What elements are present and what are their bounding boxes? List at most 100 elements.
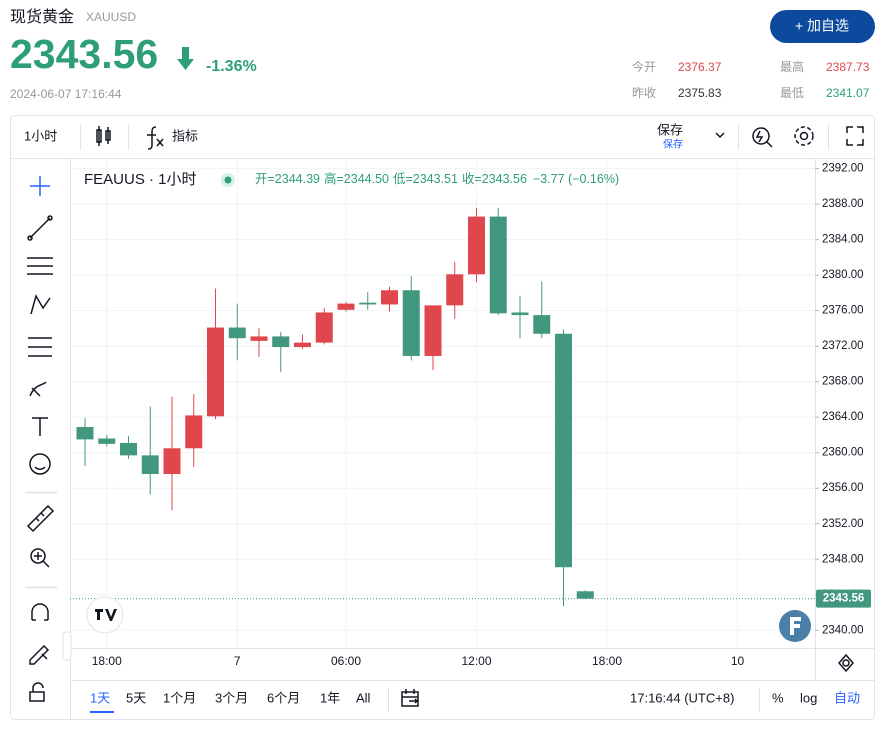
- y-tick-label: 2352.00: [822, 518, 864, 530]
- settings-icon[interactable]: [794, 126, 814, 146]
- title: 现货黄金: [10, 8, 74, 26]
- range-button[interactable]: 1年: [320, 690, 340, 705]
- legend-item: 高=2344.50: [324, 171, 389, 186]
- candle-body: [337, 303, 355, 310]
- range-button[interactable]: 1天: [90, 690, 110, 705]
- x-tick-label: 10: [731, 654, 745, 668]
- percent-toggle[interactable]: %: [772, 690, 784, 705]
- candle-body: [489, 216, 507, 314]
- y-tick-label: 2388.00: [822, 198, 864, 210]
- y-tick-label: 2364.00: [822, 411, 864, 423]
- save[interactable]: 保存: [657, 122, 683, 137]
- collapse-toolbar[interactable]: [62, 631, 72, 661]
- stat-label: 昨收: [632, 86, 656, 100]
- save-menu[interactable]: [715, 132, 725, 139]
- stat-label: 最低: [780, 86, 804, 100]
- candle-body: [576, 591, 594, 599]
- candle-body: [163, 448, 181, 475]
- candle-body: [185, 415, 203, 449]
- save-sub[interactable]: 保存: [663, 138, 683, 151]
- drawing-tools[interactable]: [25, 176, 57, 702]
- range-button[interactable]: 1个月: [163, 690, 196, 705]
- candle-body: [359, 302, 377, 305]
- x-tick-label: 7: [234, 654, 241, 668]
- symbol: XAUUSD: [86, 10, 136, 24]
- y-tick-label: 2372.00: [822, 340, 864, 352]
- indicators[interactable]: 指标: [172, 128, 198, 143]
- candle-body: [468, 216, 485, 275]
- stat-label: 最高: [780, 59, 804, 74]
- log-toggle[interactable]: log: [800, 690, 817, 705]
- candle-body: [76, 426, 94, 440]
- down-arrow: [177, 47, 194, 70]
- candle-body: [446, 274, 464, 306]
- y-tick-label: 2380.00: [822, 269, 864, 281]
- legend-change: −3.77 (−0.16%): [533, 172, 619, 186]
- plot: [70, 158, 819, 648]
- last-price-tag: [816, 589, 871, 608]
- range-button[interactable]: 5天: [126, 690, 146, 705]
- candle-body: [120, 442, 137, 456]
- datetime: 2024-06-07 17:16:44: [10, 87, 122, 101]
- bottom-bar: 1天 5天 1个月 3个月 6个月 1年 All: [90, 690, 371, 713]
- f-mark: [790, 617, 801, 635]
- candle-body: [402, 290, 420, 356]
- series-title: FEAUUS · 1小时: [84, 171, 197, 188]
- legend-item: 收=2343.56: [462, 172, 527, 186]
- legend-item: 低=2343.51: [393, 172, 458, 186]
- alert-icon[interactable]: [752, 127, 773, 148]
- tv-logo[interactable]: [86, 596, 124, 634]
- y-tick-label: 2376.00: [822, 305, 864, 317]
- y-tick-label: 2340.00: [822, 624, 864, 636]
- status-dot: [224, 176, 232, 184]
- x-tick-label: 06:00: [331, 654, 361, 668]
- stat-value: 2387.73: [826, 60, 870, 74]
- x-tick-label: 12:00: [461, 654, 491, 668]
- candle-body: [511, 312, 529, 316]
- candle-body: [315, 312, 333, 343]
- stat-value: 2375.83: [678, 86, 722, 100]
- range-button[interactable]: 6个月: [267, 690, 300, 705]
- date-range-icon[interactable]: [401, 689, 419, 707]
- fx-icon[interactable]: [147, 126, 164, 150]
- last-price-label: 2343.56: [823, 593, 865, 605]
- candle-type-icon[interactable]: [96, 126, 111, 146]
- candle-body: [228, 327, 246, 339]
- y-tick-label: 2384.00: [822, 234, 864, 246]
- y-tick-label: 2356.00: [822, 482, 864, 494]
- candle-body: [272, 336, 290, 348]
- x-tick-label: 18:00: [92, 654, 122, 668]
- stat-label: 今开: [632, 59, 656, 74]
- fullscreen-icon[interactable]: [846, 126, 864, 146]
- interval[interactable]: 1小时: [24, 128, 57, 143]
- range-button[interactable]: 3个月: [215, 690, 248, 705]
- y-tick-label: 2348.00: [822, 553, 864, 565]
- candle-body: [98, 438, 116, 444]
- change: -1.36%: [206, 58, 257, 75]
- candle-body: [250, 336, 268, 341]
- y-tick-label: 2392.00: [822, 163, 864, 175]
- reset-icon[interactable]: [838, 653, 854, 673]
- stat-value: 2341.07: [826, 86, 870, 100]
- candle-body: [555, 333, 572, 568]
- auto-toggle[interactable]: 自动: [834, 690, 860, 705]
- price: 2343.56: [10, 31, 158, 77]
- candle-body: [381, 290, 398, 305]
- y-tick-label: 2360.00: [822, 447, 864, 459]
- ohlc-legend: 开=2344.39 高=2344.50 低=2343.51 收=2343.56 −3.7…: [255, 171, 619, 186]
- x-tick-label: 18:00: [592, 654, 622, 668]
- candle-body: [141, 455, 159, 475]
- add-watch-button[interactable]: [770, 10, 875, 43]
- legend-item: 开=2344.39: [255, 172, 320, 186]
- candle-body: [424, 305, 442, 356]
- stat-value: 2376.37: [678, 60, 722, 74]
- candle-body: [207, 327, 224, 417]
- add-watch-label[interactable]: + 加自选: [795, 18, 849, 34]
- tv-mark: [95, 609, 117, 621]
- candle-body: [294, 342, 311, 348]
- candle-body: [533, 315, 551, 334]
- clock: 17:16:44 (UTC+8): [630, 690, 734, 705]
- y-tick-label: 2368.00: [822, 376, 864, 388]
- range-button[interactable]: All: [356, 690, 371, 705]
